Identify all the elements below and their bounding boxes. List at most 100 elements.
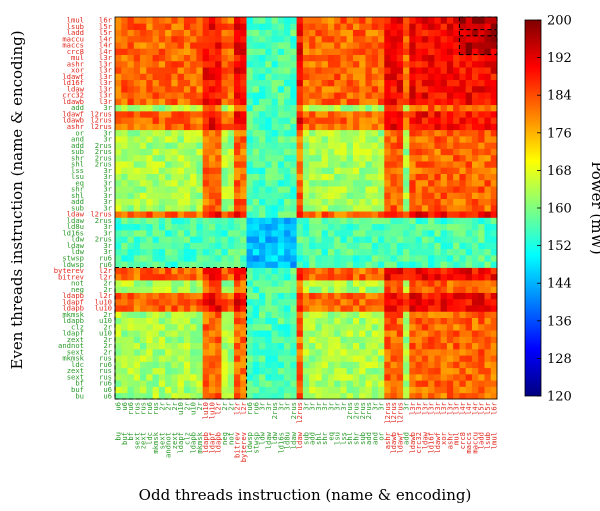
heatmap-cell	[183, 280, 191, 287]
heatmap-cell	[465, 42, 473, 49]
heatmap-cell	[302, 123, 310, 131]
x-tick-encoding: 3r	[258, 401, 267, 410]
heatmap-cell	[252, 110, 260, 118]
y-tick-name: ld8u	[67, 222, 84, 231]
heatmap-cell	[208, 236, 216, 243]
heatmap-cell	[140, 60, 147, 68]
heatmap-cell	[133, 348, 141, 356]
heatmap-cell	[453, 117, 460, 124]
heatmap-cell	[327, 154, 335, 162]
heatmap-cell	[165, 217, 172, 225]
heatmap-cell	[459, 342, 467, 350]
heatmap-cell	[233, 248, 241, 256]
heatmap-cell	[208, 154, 216, 162]
heatmap-cell	[315, 85, 323, 93]
heatmap-cell	[190, 330, 197, 337]
heatmap-cell	[265, 104, 272, 112]
heatmap-cell	[309, 79, 316, 87]
heatmap-cell	[259, 161, 266, 168]
heatmap-cell	[465, 248, 473, 256]
heatmap-cell	[158, 117, 166, 124]
heatmap-cell	[428, 92, 435, 99]
heatmap-cell	[115, 373, 122, 381]
heatmap-cell	[190, 317, 197, 325]
heatmap-cell	[133, 179, 141, 187]
heatmap-cell	[315, 355, 323, 362]
heatmap-cell	[371, 330, 379, 337]
heatmap-cell	[271, 342, 279, 350]
heatmap-cell	[459, 154, 467, 162]
heatmap-cell	[409, 229, 416, 237]
y-tick-name: ldaw	[67, 84, 85, 93]
heatmap-cell	[390, 298, 398, 306]
heatmap-cell	[284, 298, 291, 306]
heatmap-cell	[365, 42, 373, 49]
heatmap-cell	[440, 248, 448, 256]
heatmap-cell	[284, 173, 291, 181]
heatmap-cell	[152, 355, 160, 362]
heatmap-cell	[440, 73, 448, 81]
heatmap-cell	[484, 204, 492, 212]
y-tick-encoding: 2rus	[95, 216, 112, 225]
heatmap-cell	[327, 198, 335, 206]
heatmap-cell	[471, 98, 479, 106]
heatmap-cell	[246, 367, 254, 375]
heatmap-cell	[346, 98, 354, 106]
heatmap-cell	[265, 110, 272, 118]
heatmap-cell	[490, 211, 498, 218]
heatmap-cell	[465, 117, 473, 124]
heatmap-cell	[265, 311, 272, 318]
heatmap-cell	[277, 142, 285, 149]
heatmap-cell	[177, 67, 185, 74]
x-tick-encoding: 2r	[170, 401, 179, 410]
heatmap-cell	[240, 35, 247, 43]
heatmap-cell	[152, 173, 160, 181]
heatmap-cell	[165, 173, 172, 181]
x-tick-name: eq	[326, 432, 335, 441]
heatmap-cell	[446, 392, 454, 400]
heatmap-cell	[409, 42, 416, 49]
heatmap-cell	[346, 117, 354, 124]
heatmap-cell	[284, 67, 291, 74]
heatmap-cell	[428, 273, 435, 281]
x-tick-name: ld16s	[276, 432, 285, 454]
heatmap-cell	[227, 73, 235, 81]
heatmap-cell	[428, 79, 435, 87]
heatmap-cell	[208, 161, 216, 168]
heatmap-cell	[246, 311, 254, 318]
heatmap-cell	[133, 229, 141, 237]
heatmap-cell	[190, 173, 197, 181]
heatmap-cell	[265, 229, 272, 237]
heatmap-cell	[434, 305, 442, 312]
heatmap-cell	[233, 29, 241, 37]
heatmap-cell	[321, 192, 329, 199]
heatmap-cell	[478, 54, 485, 62]
heatmap-cell	[378, 123, 385, 131]
heatmap-cell	[177, 392, 185, 400]
heatmap-cell	[484, 104, 492, 112]
heatmap-cell	[227, 386, 235, 394]
heatmap-cell	[121, 23, 128, 30]
heatmap-cell	[265, 348, 272, 356]
heatmap-cell	[359, 67, 366, 74]
heatmap-cell	[403, 261, 410, 268]
heatmap-cell	[240, 142, 247, 149]
heatmap-cell	[233, 361, 241, 369]
heatmap-cell	[378, 330, 385, 337]
x-tick-name: sext	[132, 432, 141, 449]
heatmap-cell	[403, 380, 410, 387]
heatmap-cell	[471, 311, 479, 318]
heatmap-cell	[403, 217, 410, 225]
heatmap-cell	[346, 29, 354, 37]
y-tick-encoding: lu10	[95, 297, 112, 306]
heatmap-cell	[371, 361, 379, 369]
heatmap-cell	[421, 254, 429, 262]
heatmap-cell	[465, 148, 473, 156]
heatmap-cell	[453, 192, 460, 199]
heatmap-cell	[252, 261, 260, 268]
heatmap-cell	[396, 67, 404, 74]
heatmap-cell	[459, 236, 467, 243]
heatmap-cell	[233, 380, 241, 387]
heatmap-cell	[202, 129, 210, 137]
heatmap-cell	[165, 167, 172, 174]
